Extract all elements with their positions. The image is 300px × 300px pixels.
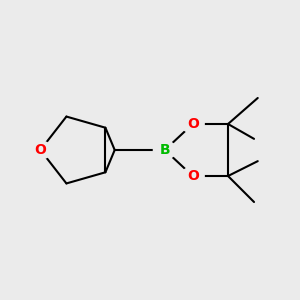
Ellipse shape (181, 167, 204, 185)
Ellipse shape (29, 141, 52, 159)
Ellipse shape (153, 141, 176, 159)
Text: O: O (187, 169, 199, 183)
Text: O: O (34, 143, 46, 157)
Ellipse shape (181, 115, 204, 133)
Text: O: O (187, 117, 199, 131)
Text: B: B (160, 143, 170, 157)
